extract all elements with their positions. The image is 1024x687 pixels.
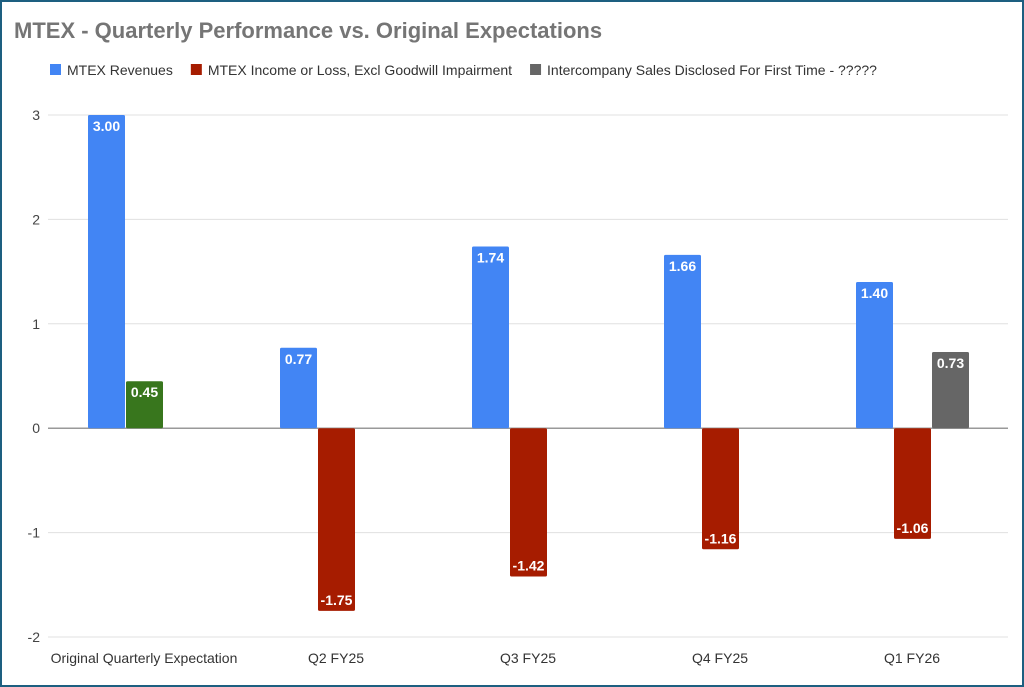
y-tick-label: 1	[32, 316, 40, 332]
data-label: 1.66	[669, 258, 696, 274]
bar	[318, 428, 355, 611]
legend-swatch	[190, 64, 202, 75]
bar	[894, 428, 931, 539]
bar	[280, 347, 317, 429]
x-category-label: Q3 FY25	[500, 650, 556, 666]
data-label: 0.77	[285, 351, 312, 367]
data-label: -1.16	[705, 530, 737, 546]
bar	[510, 428, 547, 577]
bar	[932, 351, 969, 429]
data-label: -1.42	[513, 557, 545, 573]
y-tick-label: -2	[28, 629, 41, 645]
legend-label: Intercompany Sales Disclosed For First T…	[547, 62, 877, 78]
data-label: 3.00	[93, 118, 120, 134]
y-tick-label: 0	[32, 420, 40, 436]
data-label: 1.74	[477, 250, 504, 266]
bar	[88, 115, 125, 429]
data-label: 0.45	[131, 384, 158, 400]
data-label: 1.40	[861, 285, 888, 301]
legend-swatch	[530, 64, 542, 75]
x-category-label: Q2 FY25	[308, 650, 364, 666]
bar	[664, 254, 701, 429]
legend-label: MTEX Income or Loss, Excl Goodwill Impai…	[208, 62, 512, 78]
y-tick-label: 2	[32, 211, 40, 227]
x-category-label: Q1 FY26	[884, 650, 940, 666]
bar	[472, 246, 509, 429]
legend-label: MTEX Revenues	[67, 62, 173, 78]
data-label: -1.06	[897, 520, 929, 536]
chart-title: MTEX - Quarterly Performance vs. Origina…	[14, 18, 603, 43]
bar	[856, 282, 893, 429]
legend-swatch	[50, 64, 61, 75]
bar	[702, 428, 739, 550]
data-label: 0.73	[937, 355, 964, 371]
data-label: -1.75	[321, 592, 353, 608]
x-category-label: Q4 FY25	[692, 650, 748, 666]
bar	[126, 381, 163, 429]
y-tick-label: 3	[32, 107, 40, 123]
y-tick-label: -1	[28, 525, 41, 541]
x-category-label: Original Quarterly Expectation	[51, 650, 238, 666]
